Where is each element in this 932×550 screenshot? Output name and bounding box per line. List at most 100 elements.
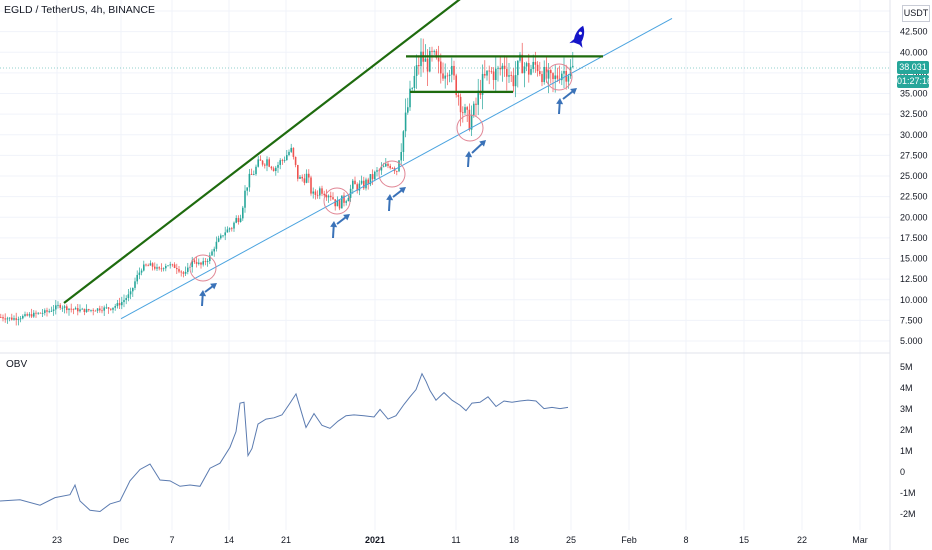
- candle-body: [28, 314, 31, 316]
- candle-body: [266, 159, 268, 166]
- candle-body: [30, 314, 33, 317]
- obv-tick-label: 5M: [900, 362, 913, 372]
- price-tick-label: 20.000: [900, 212, 928, 222]
- candle-body: [0, 317, 2, 318]
- candle-body: [99, 308, 101, 311]
- candle-body: [440, 61, 442, 74]
- candle-body: [336, 200, 339, 207]
- candle-body: [283, 160, 286, 161]
- candle-body: [127, 294, 130, 299]
- price-tick-label: 42.500: [900, 27, 928, 37]
- candle-body: [495, 68, 497, 80]
- candle-body: [239, 218, 242, 223]
- candle-body: [180, 271, 182, 273]
- candle-body: [532, 61, 534, 70]
- candle-body: [237, 218, 240, 223]
- candle-body: [248, 173, 251, 188]
- candle-body: [374, 171, 376, 180]
- candle-body: [473, 103, 475, 116]
- candle-body: [338, 200, 341, 209]
- diagonal-arrow-head: [399, 187, 406, 194]
- candle-body: [396, 171, 398, 172]
- candle-body: [347, 197, 350, 202]
- candle-body: [195, 262, 198, 264]
- price-tick-label: 10.000: [900, 295, 928, 305]
- candle-body: [292, 147, 295, 157]
- time-tick-label: 18: [509, 535, 519, 545]
- candle-body: [413, 75, 416, 89]
- candle-body: [464, 107, 466, 113]
- rocket-window: [578, 31, 582, 35]
- candle-body: [305, 173, 308, 183]
- candle-body: [360, 180, 363, 184]
- candle-body: [261, 160, 264, 165]
- candle-body: [224, 232, 226, 236]
- support-trendline: [120, 17, 673, 320]
- candle-body: [352, 180, 354, 189]
- candle-body: [250, 173, 253, 175]
- candle-body: [110, 308, 112, 310]
- candle-body: [215, 241, 218, 249]
- candle-body: [528, 63, 530, 75]
- candle-body: [512, 75, 515, 87]
- candle-body: [561, 73, 563, 81]
- price-tick-label: 5.000: [900, 336, 923, 346]
- candle-body: [391, 168, 394, 169]
- candle-body: [149, 263, 152, 266]
- candle-body: [191, 260, 193, 268]
- candle-body: [519, 54, 521, 61]
- candle-body: [35, 312, 37, 314]
- candle-body: [81, 308, 83, 310]
- candle-body: [431, 50, 433, 52]
- candle-body: [233, 222, 235, 229]
- candle-body: [140, 270, 143, 273]
- candle-body: [70, 308, 72, 310]
- candle-body: [255, 166, 257, 175]
- candle-body: [484, 73, 486, 76]
- candle-body: [411, 88, 413, 89]
- candle-body: [90, 309, 92, 311]
- obv-tick-label: 2M: [900, 425, 913, 435]
- candle-body: [209, 255, 211, 262]
- bounce-circle: [378, 160, 406, 188]
- candle-body: [380, 166, 383, 171]
- candle-body: [433, 50, 435, 52]
- candle-body: [6, 318, 9, 320]
- obv-tick-label: 3M: [900, 404, 913, 414]
- candle-body: [367, 179, 369, 185]
- candle-body: [281, 160, 284, 161]
- time-tick-label: Dec: [113, 535, 130, 545]
- candle-body: [220, 235, 222, 239]
- candle-body: [96, 308, 99, 311]
- candle-body: [563, 71, 565, 74]
- candle-body: [510, 75, 512, 76]
- time-axis: 23 Dec 7 14 21 2021 11 18 25 Feb 8 15 22 Mar: [52, 535, 868, 545]
- candle-body: [508, 75, 510, 77]
- candle-body: [402, 131, 405, 153]
- candle-body: [418, 65, 420, 67]
- candle-body: [123, 300, 125, 303]
- candle-body: [114, 306, 116, 308]
- candle-body: [288, 151, 290, 156]
- candle-body: [400, 152, 402, 161]
- candle-body: [420, 51, 422, 67]
- currency-button[interactable]: USDT: [902, 5, 930, 22]
- candle-body: [107, 307, 110, 309]
- candle-body: [112, 307, 114, 310]
- candle-body: [202, 261, 204, 265]
- up-arrow-head: [199, 290, 207, 297]
- candle-body: [19, 318, 22, 320]
- price-tick-label: 30.000: [900, 130, 928, 140]
- bounce-circle: [545, 63, 573, 91]
- candle-body: [299, 176, 301, 179]
- candle-body: [277, 164, 279, 168]
- candle-body: [105, 307, 108, 309]
- time-tick-label: 14: [224, 535, 234, 545]
- candle-body: [134, 281, 136, 288]
- candle-body: [398, 160, 400, 172]
- candle-body: [46, 310, 48, 312]
- candle-body: [26, 314, 28, 316]
- candle-body: [41, 312, 44, 314]
- candle-body: [61, 307, 64, 309]
- time-tick-label: Feb: [621, 535, 637, 545]
